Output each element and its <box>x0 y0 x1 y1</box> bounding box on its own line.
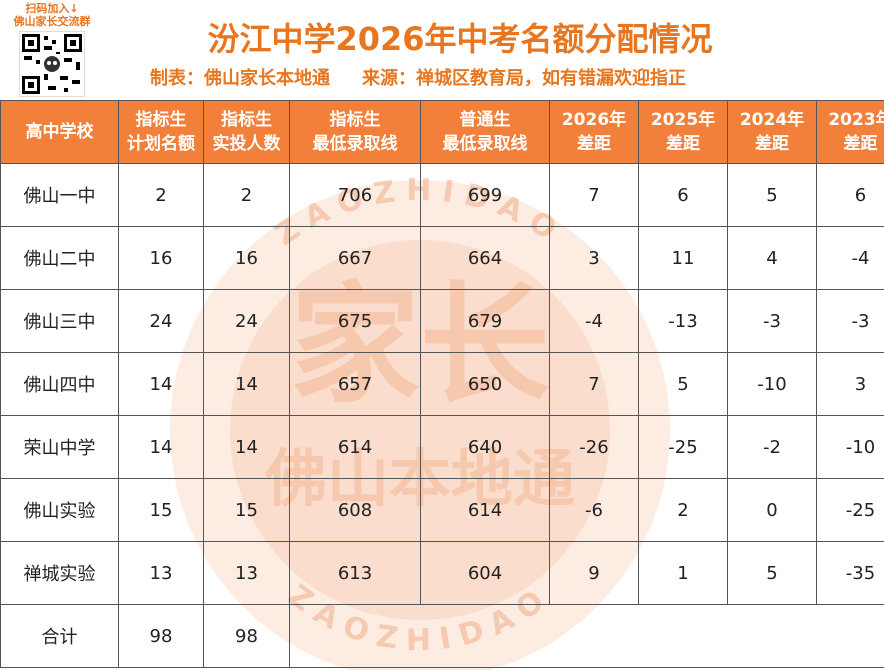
col-header-gap-2023: 2023年差距 <box>817 101 884 164</box>
col-header-gap-2025: 2025年差距 <box>639 101 728 164</box>
cell-quota-min: 608 <box>290 479 421 542</box>
table-body: 佛山一中 2 2 706 699 7 6 5 6 佛山二中 16 16 667 … <box>1 164 884 668</box>
total-row: 合计 98 98 <box>1 605 884 668</box>
cell-plan: 14 <box>119 353 204 416</box>
col-header-school: 高中学校 <box>1 101 119 164</box>
page-title: 汾江中学2026年中考名额分配情况 <box>150 14 770 60</box>
col-header-plan: 指标生计划名额 <box>119 101 204 164</box>
cell-gap-2024: -2 <box>728 416 817 479</box>
cell-actual: 14 <box>204 353 290 416</box>
cell-gap-2026: 7 <box>550 353 639 416</box>
cell-gap-2026: 3 <box>550 227 639 290</box>
table-row: 佛山四中 14 14 657 650 7 5 -10 3 <box>1 353 884 416</box>
cell-plan: 16 <box>119 227 204 290</box>
cell-plan: 24 <box>119 290 204 353</box>
quota-table: 高中学校 指标生计划名额 指标生实投人数 指标生最低录取线 普通生最低录取线 2… <box>0 100 884 668</box>
cell-gap-2026: 7 <box>550 164 639 227</box>
qr-code-graphic <box>20 32 84 96</box>
qr-caption-line1: 扫码加入↓ <box>6 2 98 15</box>
col-header-gap-2026: 2026年差距 <box>550 101 639 164</box>
cell-gap-2025: 5 <box>639 353 728 416</box>
cell-regular-min: 650 <box>421 353 550 416</box>
cell-regular-min: 640 <box>421 416 550 479</box>
qr-promo: 扫码加入↓ 佛山家长交流群 <box>6 2 98 98</box>
cell-gap-2026: 9 <box>550 542 639 605</box>
cell-gap-2024: 5 <box>728 542 817 605</box>
cell-gap-2023: 3 <box>817 353 884 416</box>
cell-plan: 14 <box>119 416 204 479</box>
cell-total-actual: 98 <box>204 605 290 668</box>
cell-school: 佛山四中 <box>1 353 119 416</box>
table-row: 荣山中学 14 14 614 640 -26 -25 -2 -10 <box>1 416 884 479</box>
page-header: 扫码加入↓ 佛山家长交流群 <box>0 0 884 100</box>
cell-regular-min: 604 <box>421 542 550 605</box>
cell-total-label: 合计 <box>1 605 119 668</box>
cell-total-plan: 98 <box>119 605 204 668</box>
table-head: 高中学校 指标生计划名额 指标生实投人数 指标生最低录取线 普通生最低录取线 2… <box>1 101 884 164</box>
cell-actual: 2 <box>204 164 290 227</box>
cell-school: 荣山中学 <box>1 416 119 479</box>
cell-gap-2025: 6 <box>639 164 728 227</box>
qr-code-image[interactable] <box>19 31 85 97</box>
cell-actual: 15 <box>204 479 290 542</box>
cell-gap-2025: 2 <box>639 479 728 542</box>
cell-gap-2023: -25 <box>817 479 884 542</box>
cell-quota-min: 675 <box>290 290 421 353</box>
maker-credit: 制表：佛山家长本地通 <box>150 68 330 89</box>
subtitle: 制表：佛山家长本地通 来源：禅城区教育局，如有错漏欢迎指正 <box>150 64 770 90</box>
cell-gap-2024: 4 <box>728 227 817 290</box>
cell-gap-2023: 6 <box>817 164 884 227</box>
header-row: 高中学校 指标生计划名额 指标生实投人数 指标生最低录取线 普通生最低录取线 2… <box>1 101 884 164</box>
cell-gap-2025: 1 <box>639 542 728 605</box>
cell-gap-2026: -26 <box>550 416 639 479</box>
col-header-quota-min: 指标生最低录取线 <box>290 101 421 164</box>
cell-gap-2023: -10 <box>817 416 884 479</box>
cell-gap-2024: 5 <box>728 164 817 227</box>
cell-quota-min: 614 <box>290 416 421 479</box>
col-header-gap-2024: 2024年差距 <box>728 101 817 164</box>
cell-gap-2024: -10 <box>728 353 817 416</box>
cell-gap-2024: -3 <box>728 290 817 353</box>
table-row: 佛山三中 24 24 675 679 -4 -13 -3 -3 <box>1 290 884 353</box>
cell-gap-2023: -35 <box>817 542 884 605</box>
cell-actual: 13 <box>204 542 290 605</box>
table-row: 禅城实验 13 13 613 604 9 1 5 -35 <box>1 542 884 605</box>
cell-school: 佛山实验 <box>1 479 119 542</box>
cell-gap-2025: -13 <box>639 290 728 353</box>
cell-actual: 24 <box>204 290 290 353</box>
cell-total-empty <box>290 605 884 668</box>
cell-school: 佛山三中 <box>1 290 119 353</box>
cell-regular-min: 614 <box>421 479 550 542</box>
table-row: 佛山一中 2 2 706 699 7 6 5 6 <box>1 164 884 227</box>
data-source: 来源：禅城区教育局，如有错漏欢迎指正 <box>362 68 686 89</box>
cell-quota-min: 657 <box>290 353 421 416</box>
qr-caption-line2: 佛山家长交流群 <box>6 15 98 28</box>
cell-plan: 13 <box>119 542 204 605</box>
cell-gap-2024: 0 <box>728 479 817 542</box>
cell-school: 佛山一中 <box>1 164 119 227</box>
cell-regular-min: 679 <box>421 290 550 353</box>
cell-actual: 14 <box>204 416 290 479</box>
cell-regular-min: 699 <box>421 164 550 227</box>
cell-quota-min: 613 <box>290 542 421 605</box>
cell-quota-min: 706 <box>290 164 421 227</box>
cell-gap-2025: -25 <box>639 416 728 479</box>
cell-plan: 2 <box>119 164 204 227</box>
col-header-regular-min: 普通生最低录取线 <box>421 101 550 164</box>
cell-gap-2026: -6 <box>550 479 639 542</box>
cell-school: 佛山二中 <box>1 227 119 290</box>
cell-gap-2025: 11 <box>639 227 728 290</box>
cell-plan: 15 <box>119 479 204 542</box>
table-row: 佛山二中 16 16 667 664 3 11 4 -4 <box>1 227 884 290</box>
cell-regular-min: 664 <box>421 227 550 290</box>
col-header-actual: 指标生实投人数 <box>204 101 290 164</box>
cell-actual: 16 <box>204 227 290 290</box>
cell-gap-2023: -4 <box>817 227 884 290</box>
table-row: 佛山实验 15 15 608 614 -6 2 0 -25 <box>1 479 884 542</box>
cell-gap-2023: -3 <box>817 290 884 353</box>
cell-gap-2026: -4 <box>550 290 639 353</box>
cell-quota-min: 667 <box>290 227 421 290</box>
cell-school: 禅城实验 <box>1 542 119 605</box>
